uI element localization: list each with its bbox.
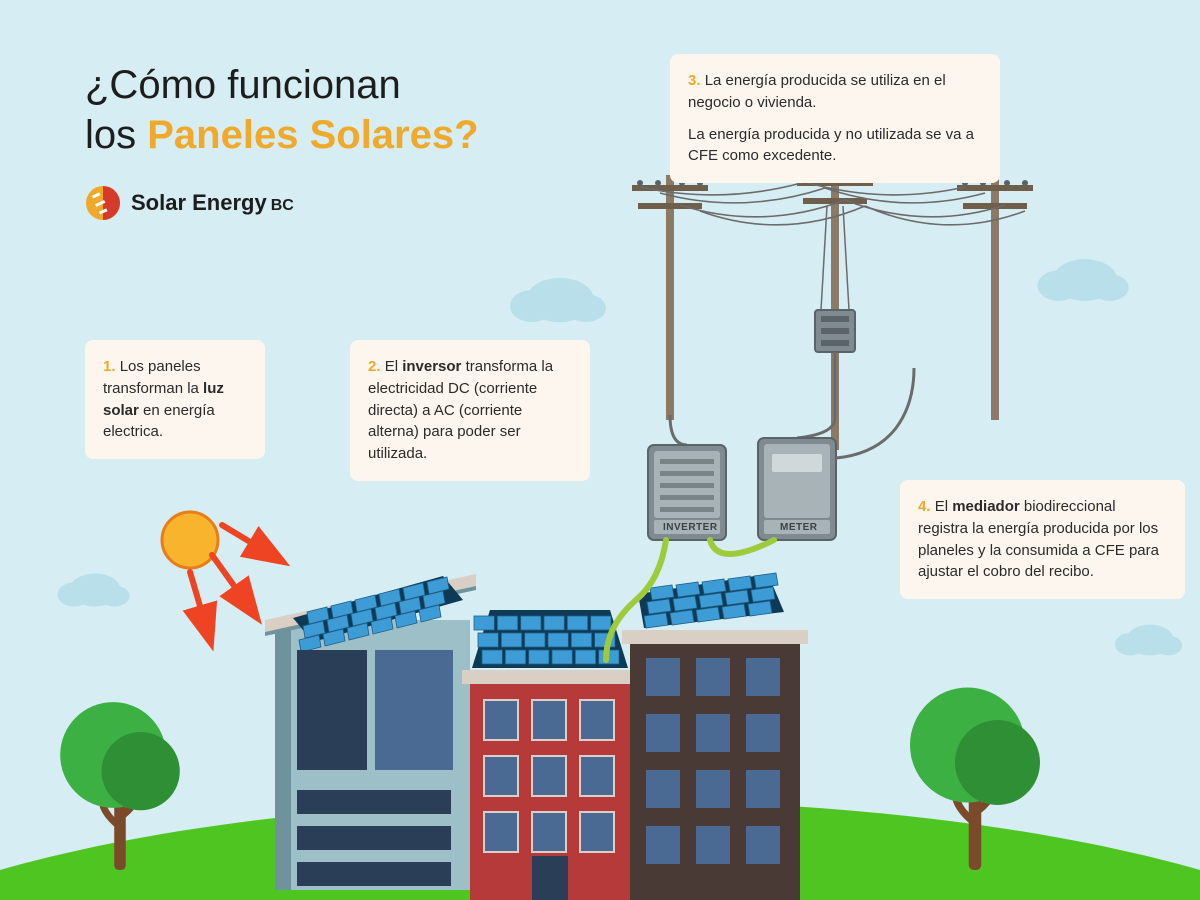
- step-2-text-b: inversor: [402, 358, 461, 375]
- title-line1: ¿Cómo funcionan: [85, 63, 401, 107]
- step-2-num: 2.: [368, 358, 381, 375]
- infographic-stage: ¿Cómo funcionan los Paneles Solares? Sol…: [0, 0, 1200, 900]
- title-line2-prefix: los: [85, 113, 147, 157]
- logo-icon: [85, 185, 121, 221]
- step-3-text: La energía producida se utiliza en el ne…: [688, 72, 946, 111]
- step-1-text-a: Los paneles transforman la: [103, 358, 203, 397]
- step-4-box: 4. El mediador biodireccional registra l…: [900, 480, 1185, 599]
- logo-text: Solar Energy: [131, 190, 267, 215]
- step-1-num: 1.: [103, 358, 116, 375]
- logo-sub: BC: [271, 197, 294, 214]
- page-title: ¿Cómo funcionan los Paneles Solares?: [85, 60, 479, 160]
- step-4-text-a: El: [935, 498, 953, 515]
- step-4-num: 4.: [918, 498, 931, 515]
- step-3-box: 3. La energía producida se utiliza en el…: [670, 54, 1000, 183]
- step-4-text-b: mediador: [952, 498, 1020, 515]
- title-accent: Paneles Solares?: [147, 113, 478, 157]
- inverter-label: INVERTER: [663, 522, 718, 533]
- brand-logo: Solar EnergyBC: [85, 185, 294, 221]
- step-3-num: 3.: [688, 72, 701, 89]
- meter-label: METER: [780, 522, 818, 533]
- step-2-text-a: El: [385, 358, 403, 375]
- step-2-box: 2. El inversor transforma la electricida…: [350, 340, 590, 481]
- step-3-extra: La energía producida y no utilizada se v…: [688, 124, 982, 168]
- step-1-box: 1. Los paneles transforman la luz solar …: [85, 340, 265, 459]
